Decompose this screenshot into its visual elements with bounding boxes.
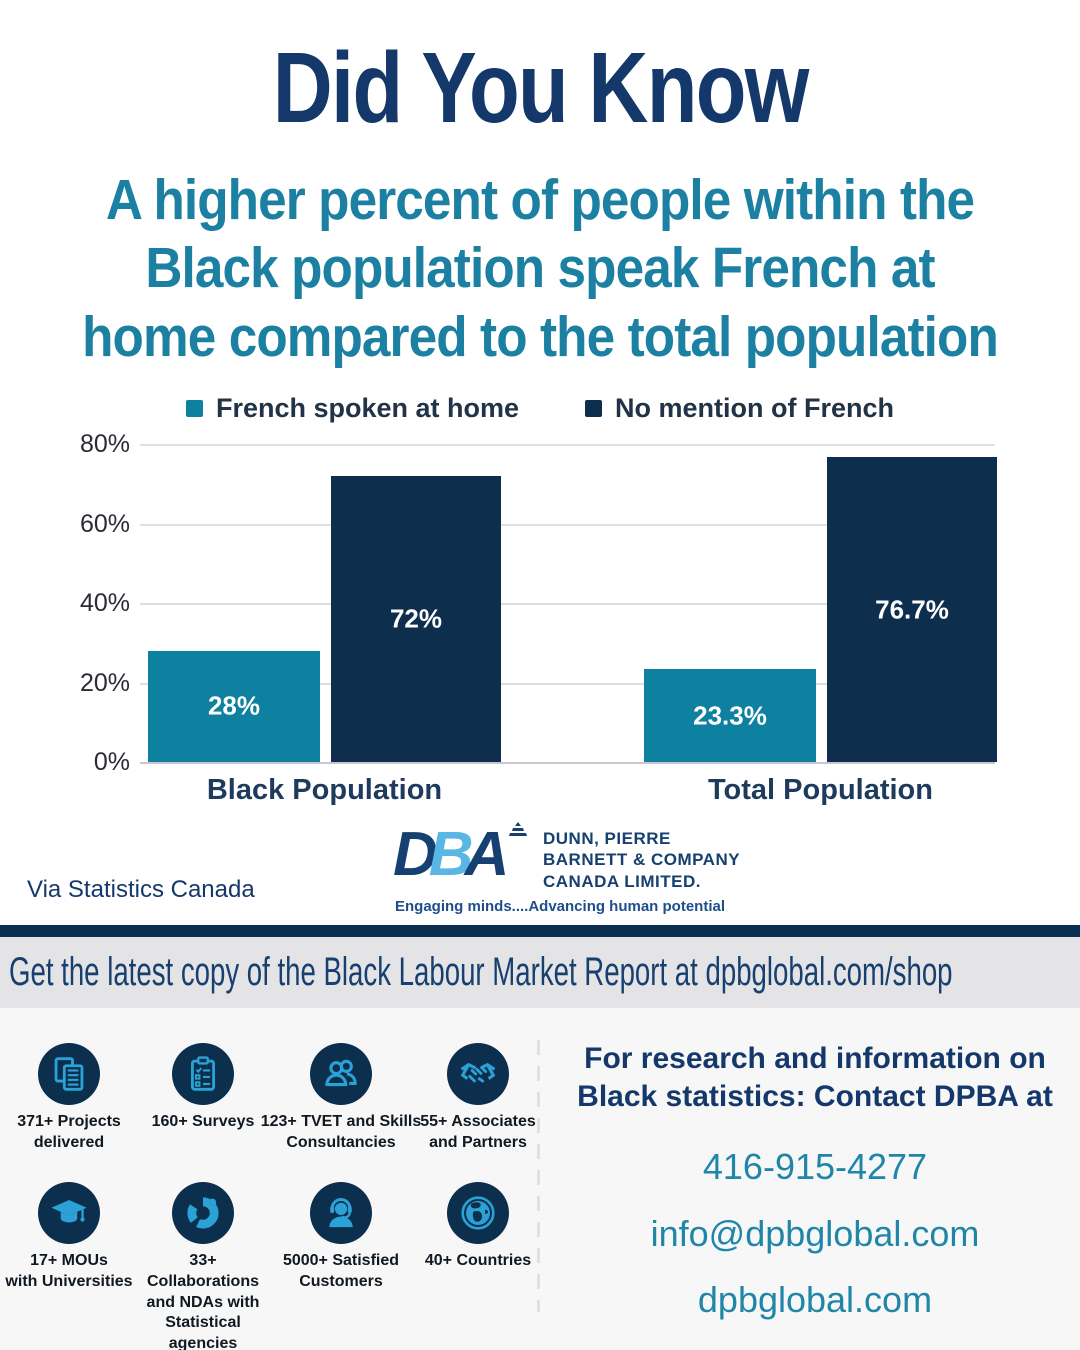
stat-label: 371+ Projects delivered [17,1113,121,1151]
documents-icon [38,1043,100,1105]
clipboard-icon [172,1043,234,1105]
headset-icon [310,1182,372,1244]
monogram-letter: A [464,820,510,889]
gridline [140,603,995,605]
y-axis-tick-label: 20% [79,668,130,697]
legend-item: No mention of French [585,393,894,424]
footer-section: 371+ Projects delivered 160+ Surveys 123+ … [0,1008,1080,1350]
stat-label: 33+ Collaborations and NDAs with Statist… [146,1252,260,1350]
y-axis-tick-label: 40% [79,589,130,617]
company-name: DUNN, PIERRE BARNETT & COMPANY CANADA LI… [543,829,741,891]
gridline [140,444,995,446]
graduation-cap-icon [38,1182,100,1244]
contact-phone: 416-915-4277 [702,1146,928,1188]
globe-icon [447,1182,509,1244]
gridline [140,762,995,764]
stat-label: 40+ Countries [424,1252,532,1269]
bar-french-total: 23.3% [644,669,816,762]
bar-chart: French spoken at home No mention of Frenc… [0,390,1080,820]
y-axis-tick-label: 0% [93,748,130,776]
stat-item: 123+ TVET and Skills Consultancies [252,1043,430,1154]
shop-banner-text: Get the latest copy of the Black Labour … [9,950,953,994]
stat-item: 5000+ Satisfied Customers [252,1182,430,1293]
dpba-logo: DBA DUNN, PIERRE BARNETT & COMPANY CANAD… [393,822,740,922]
stat-label: 5000+ Satisfied Customers [282,1252,400,1290]
logo-pyramid-icon [509,822,527,836]
chart-legend: French spoken at home No mention of Frenc… [0,393,1080,424]
x-axis-category-label: Total Population [708,774,933,806]
legend-swatch-icon [185,400,203,417]
bar-french-black: 28% [148,650,320,762]
handshake-icon [447,1043,509,1105]
gridline [140,682,995,685]
bar-value-label: 76.7% [875,594,949,625]
page-title: Did You Know [0,36,1080,141]
chart-plot-area: 0% 20% 40% 60% 80% 28% 72% Black Population 23.3… [80,430,997,806]
stat-label: 55+ Associates and Partners [420,1113,536,1151]
bar-no-french-black: 72% [331,475,501,762]
bar-no-french-total: 76.7% [827,457,997,762]
stat-item: 17+ MOUs with Universities [2,1182,136,1293]
bar-value-label: 28% [207,690,261,721]
stat-item: 55+ Associates and Partners [398,1043,558,1154]
page-title-text: Did You Know [272,32,810,144]
contact-email: info@dpbglobal.com [650,1212,980,1254]
bar-value-label: 23.3% [693,700,767,731]
navy-divider-strip [0,925,1080,937]
legend-item: French spoken at home [185,393,520,424]
stat-item: 371+ Projects delivered [2,1043,136,1154]
source-citation: Via Statistics Canada [27,876,255,903]
contact-heading: For research and information on Black st… [577,1042,1053,1114]
legend-label: French spoken at home [215,393,520,423]
y-axis-tick-label: 80% [79,430,130,458]
bar-value-label: 72% [389,603,443,634]
stat-item: 40+ Countries [398,1182,558,1272]
stat-label: 17+ MOUs with Universities [5,1252,133,1290]
vertical-divider [537,1040,540,1312]
dpba-monogram: DBA [393,824,509,886]
gridline [140,523,995,526]
donut-chart-icon [172,1182,234,1244]
stat-label: 123+ TVET and Skills Consultancies [260,1113,422,1151]
stat-item: 160+ Surveys [136,1043,270,1133]
stat-label: 160+ Surveys [151,1113,255,1130]
x-axis-category-label: Black Population [206,774,443,806]
people-icon [310,1043,372,1105]
shop-banner: Get the latest copy of the Black Labour … [0,937,1080,1008]
stat-item: 33+ Collaborations and NDAs with Statist… [136,1182,270,1350]
page-subtitle: A higher percent of people within the Bl… [82,168,999,369]
company-tagline: Engaging minds....Advancing human potent… [395,898,726,915]
legend-swatch-icon [585,400,603,417]
monogram-letter: B [428,820,474,889]
monogram-letter: D [393,820,438,889]
y-axis-tick-label: 60% [79,509,130,538]
legend-label: No mention of French [615,393,895,423]
contact-block: For research and information on Black st… [560,1040,1070,1325]
contact-website: dpbglobal.com [697,1278,933,1320]
